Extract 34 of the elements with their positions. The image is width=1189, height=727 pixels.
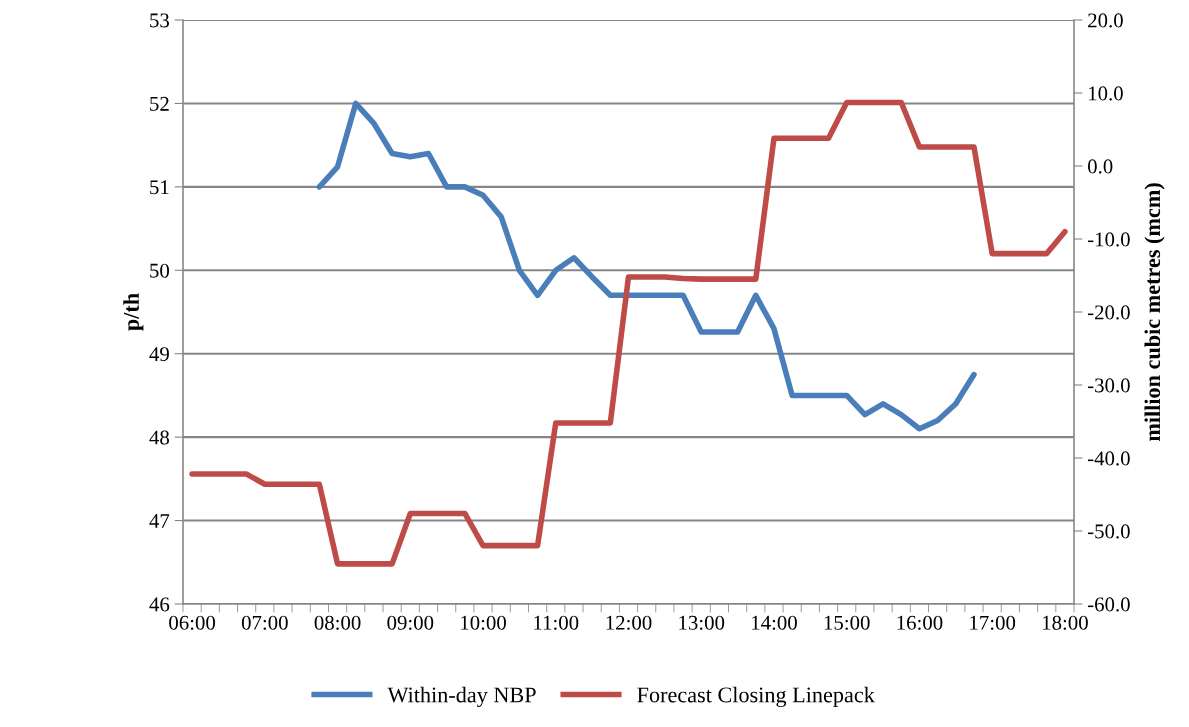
y2-tick-label: 10.0	[1089, 86, 1123, 101]
x-tick-label: 16:00	[897, 615, 943, 630]
x-tick-label: 11:00	[534, 615, 579, 630]
x-tick-label: 09:00	[387, 615, 434, 630]
x-tick-label: 13:00	[679, 615, 725, 630]
y-tick-label: 48	[149, 430, 170, 445]
y-tick-label: 51	[150, 180, 169, 195]
y2-tick-label: -20.0	[1087, 305, 1130, 320]
x-tick-label: 12:00	[606, 615, 652, 630]
y-tick-label: 52	[150, 96, 169, 111]
y2-tick-label: -40.0	[1087, 451, 1130, 466]
x-tick-label: 06:00	[169, 615, 216, 630]
x-tick-label: 08:00	[314, 615, 361, 630]
x-tick-label: 17:00	[970, 615, 1016, 630]
legend-label: Forecast Closing Linepack	[637, 686, 875, 707]
y-tick-label: 46	[149, 597, 170, 612]
y2-tick-label: -10.0	[1087, 232, 1130, 247]
y-tick-label: 47	[149, 514, 170, 528]
y2-axis-title: million cubic metres (mcm)	[1144, 183, 1165, 442]
y-tick-label: 50	[150, 263, 170, 278]
y-tick-label: 53	[150, 13, 169, 28]
y2-tick-label: 20.0	[1088, 13, 1123, 28]
y2-tick-label: -60.0	[1087, 597, 1130, 612]
y2-tick-label: 0.0	[1087, 159, 1113, 174]
legend-label: Within-day NBP	[387, 686, 536, 707]
x-tick-label: 18:00	[1043, 615, 1088, 630]
y-axis-title: p/th	[123, 293, 144, 331]
y-tick-label: 49	[149, 347, 169, 362]
x-tick-label: 10:00	[461, 615, 506, 630]
x-tick-label: 07:00	[241, 615, 288, 630]
x-tick-label: 14:00	[752, 615, 797, 630]
y2-tick-label: -50.0	[1087, 524, 1130, 539]
y2-tick-label: -30.0	[1087, 378, 1130, 393]
x-tick-label: 15:00	[824, 615, 870, 630]
